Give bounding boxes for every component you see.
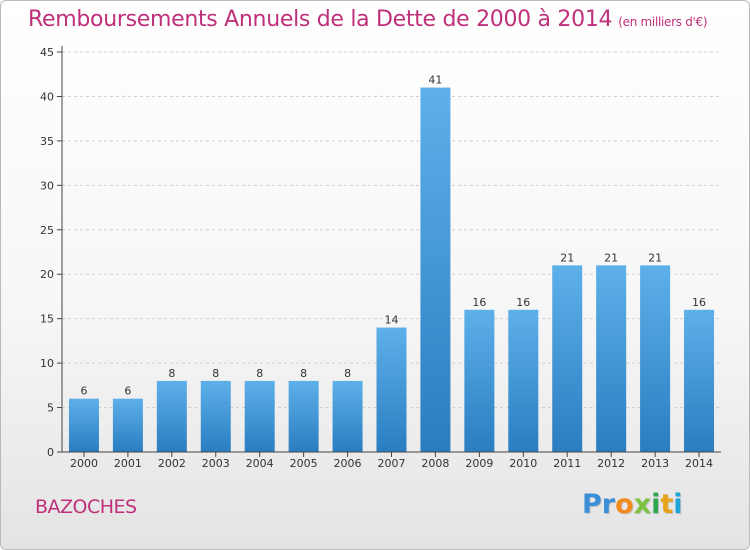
x-tick-label-2002: 2002 [158, 457, 186, 470]
logo-letter: P [582, 489, 602, 520]
x-tick-label-2012: 2012 [597, 457, 625, 470]
value-label-2000: 6 [80, 385, 87, 398]
x-tick-label-2003: 2003 [202, 457, 230, 470]
value-label-2011: 21 [560, 251, 574, 264]
chart-title-text: Remboursements Annuels de la Dette de 20… [28, 7, 613, 32]
bar-2011 [552, 265, 583, 452]
value-label-2002: 8 [168, 367, 175, 380]
x-tick-label-2000: 2000 [70, 457, 98, 470]
x-tick-label-2014: 2014 [685, 457, 713, 470]
x-tick-label-2005: 2005 [290, 457, 318, 470]
bar-2009 [464, 309, 495, 452]
y-tick-label-35: 35 [40, 135, 54, 148]
y-tick-label-0: 0 [47, 446, 54, 459]
bar-2004 [244, 380, 275, 452]
y-tick-label-15: 15 [40, 313, 54, 326]
value-label-2001: 6 [124, 385, 131, 398]
value-label-2004: 8 [256, 367, 263, 380]
value-label-2010: 16 [516, 296, 530, 309]
value-label-2009: 16 [472, 296, 486, 309]
logo-letter: i [651, 489, 661, 520]
y-tick-label-45: 45 [40, 46, 54, 59]
value-label-2014: 16 [692, 296, 706, 309]
value-label-2008: 41 [428, 74, 442, 87]
value-label-2006: 8 [344, 367, 351, 380]
commune-name: BAZOCHES [35, 496, 137, 518]
bar-2007 [376, 327, 407, 452]
proxiti-logo[interactable]: Proxiti [582, 489, 683, 520]
x-tick-label-2001: 2001 [114, 457, 142, 470]
x-tick-label-2011: 2011 [553, 457, 581, 470]
logo-letter: r [601, 489, 616, 520]
logo-letter: x [633, 489, 652, 520]
bar-2001 [112, 398, 143, 452]
axes: 0 5 10 15 20 25 30 35 40 45 2000 2001 2002 2003 2004 20… [40, 46, 721, 470]
bar-2005 [288, 380, 319, 452]
value-label-2005: 8 [300, 367, 307, 380]
bar-2003 [200, 380, 231, 452]
chart-unit-label: (en milliers d'€) [618, 15, 708, 29]
y-tick-label-25: 25 [40, 224, 54, 237]
bar-2012 [596, 265, 627, 452]
bar-2010 [508, 309, 539, 452]
bars: 6 6 8 8 8 8 8 14 41 16 16 21 21 21 16 [68, 74, 715, 453]
y-tick-label-20: 20 [40, 268, 54, 281]
bar-2008 [420, 87, 451, 453]
chart-title: Remboursements Annuels de la Dette de 20… [28, 7, 708, 32]
bar-2006 [332, 380, 363, 452]
x-tick-label-2010: 2010 [509, 457, 537, 470]
x-tick-label-2006: 2006 [334, 457, 362, 470]
bar-2000 [68, 398, 99, 452]
logo-letter: o [615, 489, 634, 520]
y-tick-label-10: 10 [40, 357, 54, 370]
x-tick-label-2004: 2004 [246, 457, 274, 470]
value-label-2013: 21 [648, 251, 662, 264]
logo-letter: t [660, 489, 674, 520]
bar-2002 [156, 380, 187, 452]
value-label-2012: 21 [604, 251, 618, 264]
x-tick-label-2007: 2007 [378, 457, 406, 470]
bar-2013 [640, 265, 671, 452]
value-label-2003: 8 [212, 367, 219, 380]
logo-letter: i [673, 489, 683, 520]
value-label-2007: 14 [385, 314, 399, 327]
x-tick-label-2008: 2008 [421, 457, 449, 470]
x-tick-label-2009: 2009 [465, 457, 493, 470]
y-tick-label-5: 5 [47, 402, 54, 415]
y-tick-label-40: 40 [40, 90, 54, 103]
bar-2014 [684, 309, 715, 452]
x-tick-label-2013: 2013 [641, 457, 669, 470]
y-tick-label-30: 30 [40, 179, 54, 192]
